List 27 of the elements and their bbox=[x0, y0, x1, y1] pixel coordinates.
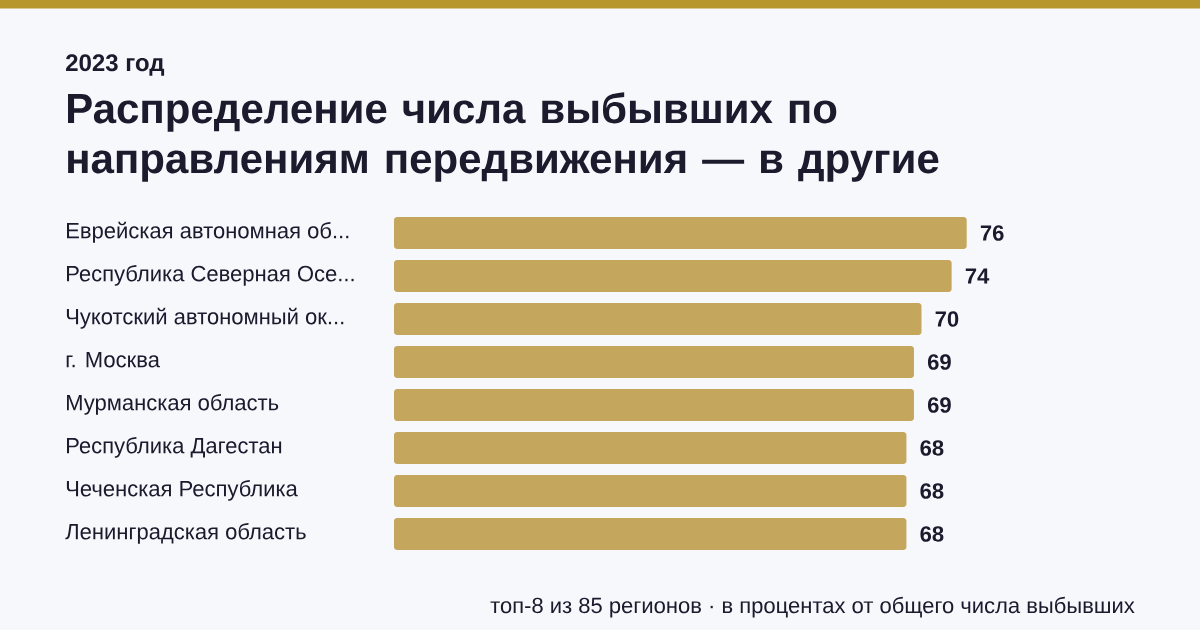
y-tick-label: Чеченская Республика bbox=[66, 480, 298, 501]
y-tick-label: г. Москва bbox=[66, 352, 160, 368]
y-tick-label: Ленинградская область bbox=[65, 523, 306, 544]
data-label: 74 bbox=[965, 268, 990, 284]
y-tick-label: Республика Дагестан bbox=[67, 437, 282, 458]
data-label: 68 bbox=[920, 440, 944, 456]
bar bbox=[394, 518, 907, 550]
bar bbox=[394, 217, 967, 249]
data-label: 70 bbox=[935, 311, 959, 327]
bar bbox=[394, 303, 922, 335]
bar bbox=[394, 389, 914, 421]
y-tick-label: Мурманская область bbox=[67, 394, 279, 415]
bar bbox=[394, 432, 907, 464]
y-tick-label: Еврейская автономная об... bbox=[67, 221, 349, 243]
y-tick-label: Чукотский автономный ок... bbox=[66, 307, 344, 329]
data-label: 68 bbox=[920, 483, 944, 499]
data-label: 68 bbox=[920, 526, 944, 542]
text: топ-8 из 85 регионов · в процентах от общего числа выбывших bbox=[490, 596, 1135, 618]
text: 2023 год bbox=[66, 54, 165, 76]
bar bbox=[394, 346, 914, 378]
bar bbox=[394, 475, 907, 507]
data-label: 69 bbox=[927, 397, 951, 413]
y-tick-label: Республика Северная Осе... bbox=[67, 265, 354, 286]
data-label: 76 bbox=[980, 225, 1004, 241]
bar bbox=[394, 260, 952, 292]
chart-title: Распределение числа выбывших по направлениям передвижения — в другие bbox=[68, 92, 939, 182]
data-label: 69 bbox=[927, 354, 951, 370]
